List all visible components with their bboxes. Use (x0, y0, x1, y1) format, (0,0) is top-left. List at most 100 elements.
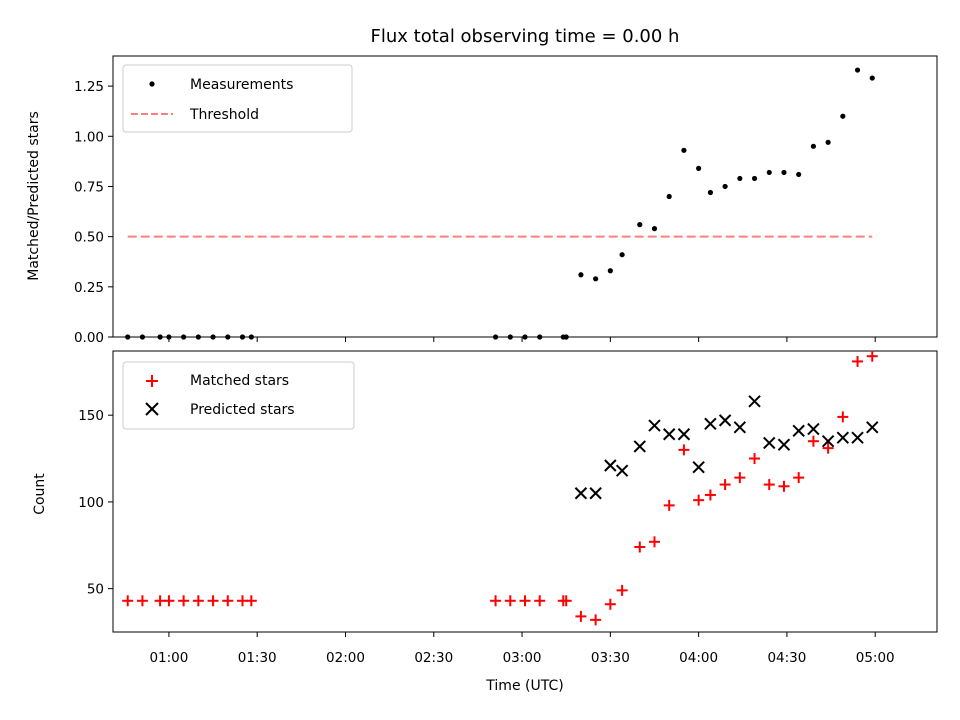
predicted-star-point (704, 417, 717, 431)
measurement-point (492, 334, 499, 340)
top-y-ticks: 0.00 0.25 0.50 0.75 1.00 1.25 (74, 79, 113, 346)
measurement-point (796, 171, 802, 178)
measurement-point (537, 334, 543, 340)
predicted-star-point (807, 422, 820, 436)
matched-star-point (534, 595, 546, 607)
predicted-star-point (677, 428, 691, 441)
measurement-point (666, 193, 672, 200)
top-legend-box (122, 64, 353, 133)
matched-star-point (866, 350, 878, 362)
matched-star-point (648, 536, 660, 548)
measurement-point (737, 175, 743, 182)
matched-star-point (490, 595, 502, 607)
measurement-point (563, 334, 569, 340)
measurement-point (210, 334, 216, 340)
measurement-point (751, 175, 758, 182)
measurement-point (166, 334, 172, 340)
matched-star-point (604, 598, 616, 610)
legend-threshold-label: Threshold (189, 107, 259, 123)
legend-measurements-label: Measurements (190, 77, 293, 93)
measurement-point (157, 334, 163, 340)
predicted-star-point (604, 459, 617, 472)
top-x-ticks (168, 337, 876, 342)
matched-star-point (519, 595, 531, 607)
measurement-point (225, 334, 231, 340)
predicted-star-point (718, 414, 732, 427)
matched-star-point (222, 595, 234, 607)
measurement-point (637, 222, 643, 228)
measurement-point (825, 139, 831, 145)
predicted-stars-series (574, 395, 879, 500)
x-tick-label: 01:00 (149, 650, 188, 666)
matched-star-point (192, 595, 204, 607)
measurement-point (707, 189, 714, 196)
top-legend: Measurements Threshold (122, 64, 353, 133)
bottom-y-tick-label: 100 (78, 495, 104, 511)
predicted-star-point (777, 438, 791, 451)
measurement-point (722, 183, 728, 190)
matched-star-point (122, 595, 134, 607)
predicted-star-point (866, 421, 879, 434)
measurement-point (619, 252, 625, 258)
matched-star-point (634, 541, 646, 553)
measurement-point (696, 165, 702, 171)
measurement-point (139, 334, 146, 340)
measurement-point (507, 334, 513, 340)
top-y-tick-label: 0.00 (74, 330, 104, 346)
predicted-star-point (792, 424, 805, 437)
top-y-tick-label: 1.25 (74, 79, 104, 95)
matched-star-point (663, 499, 675, 511)
bottom-y-axis-label: Count (32, 473, 48, 515)
predicted-star-point (763, 436, 776, 450)
measurement-point (869, 75, 875, 81)
matched-star-point (590, 614, 602, 626)
bottom-x-ticks: 01:00 01:30 02:00 02:30 03:00 03:30 04:00 04:30… (149, 632, 895, 666)
predicted-star-point (851, 431, 864, 444)
legend-matched-marker (146, 375, 158, 387)
predicted-star-point (648, 419, 661, 432)
matched-star-point (837, 411, 849, 423)
matched-star-point (245, 595, 257, 607)
top-y-tick-label: 1.00 (74, 129, 104, 145)
x-axis-label: Time (UTC) (485, 678, 563, 694)
chart-title: Flux total observing time = 0.00 h (371, 26, 680, 47)
x-tick-label: 03:30 (591, 650, 630, 666)
x-tick-label: 05:00 (856, 650, 895, 666)
matched-star-point (763, 479, 775, 491)
measurement-point (593, 276, 599, 282)
bottom-y-ticks: 50 100 150 (78, 408, 113, 598)
matched-star-point (136, 595, 148, 607)
matched-star-point (778, 480, 790, 492)
bottom-panel: Count Time (UTC) 50 100 150 01:00 01:30 02:0… (32, 350, 938, 694)
bottom-y-tick-label: 150 (78, 408, 104, 424)
measurement-point (522, 334, 528, 340)
predicted-star-point (633, 440, 646, 453)
measurement-point (239, 334, 246, 340)
matched-star-point (178, 595, 190, 607)
measurement-point (578, 272, 584, 278)
matched-star-point (693, 494, 705, 506)
x-tick-label: 02:30 (414, 650, 453, 666)
matched-star-point (704, 489, 716, 501)
matched-star-point (575, 610, 587, 622)
matched-star-point (734, 472, 746, 484)
matched-star-point (793, 472, 805, 484)
bottom-y-tick-label: 50 (87, 582, 104, 598)
x-tick-label: 01:30 (238, 650, 277, 666)
measurement-point (681, 147, 687, 153)
measurement-point (854, 67, 861, 73)
legend-matched-label: Matched stars (190, 373, 289, 389)
top-y-tick-label: 0.75 (74, 179, 104, 195)
measurement-point (781, 169, 787, 176)
top-y-tick-label: 0.25 (74, 280, 104, 296)
matched-star-point (616, 584, 628, 596)
measurement-point (248, 334, 254, 340)
matched-star-point (207, 595, 219, 607)
predicted-star-point (733, 421, 747, 434)
measurements-series (125, 67, 875, 340)
predicted-star-point (836, 431, 850, 444)
x-tick-label: 02:00 (326, 650, 365, 666)
x-tick-label: 04:00 (679, 650, 718, 666)
bottom-legend: Matched stars Predicted stars (122, 361, 355, 430)
